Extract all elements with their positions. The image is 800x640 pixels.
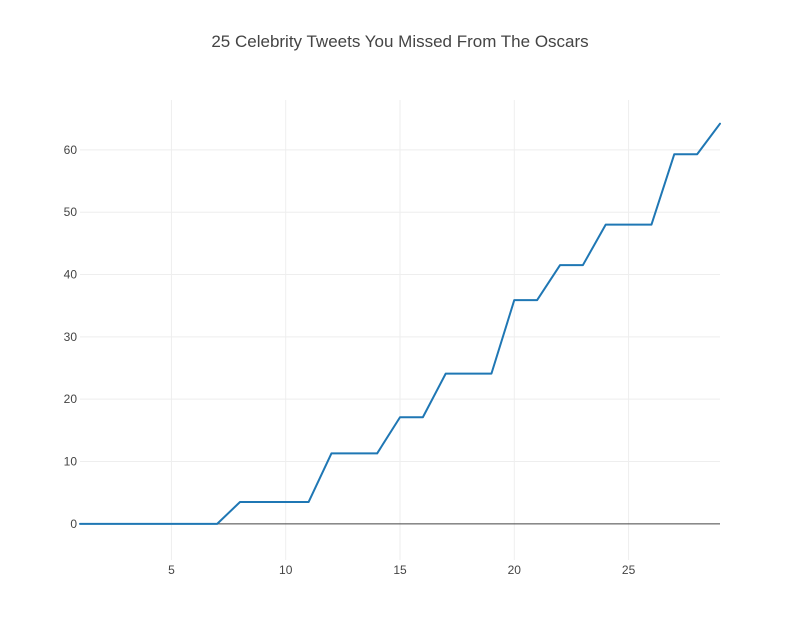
x-tick-label: 10 bbox=[279, 563, 293, 577]
y-tick-label: 0 bbox=[70, 517, 77, 531]
x-tick-label: 5 bbox=[168, 563, 175, 577]
x-tick-label: 20 bbox=[508, 563, 522, 577]
y-tick-label: 30 bbox=[64, 330, 78, 344]
x-tick-label: 25 bbox=[622, 563, 636, 577]
x-tick-label: 15 bbox=[393, 563, 407, 577]
y-tick-label: 20 bbox=[64, 392, 78, 406]
chart-title: 25 Celebrity Tweets You Missed From The … bbox=[211, 32, 589, 51]
y-tick-label: 60 bbox=[64, 143, 78, 157]
y-tick-label: 10 bbox=[64, 455, 78, 469]
series-line bbox=[79, 122, 721, 525]
y-tick-label: 40 bbox=[64, 268, 78, 282]
y-tick-label: 50 bbox=[64, 205, 78, 219]
